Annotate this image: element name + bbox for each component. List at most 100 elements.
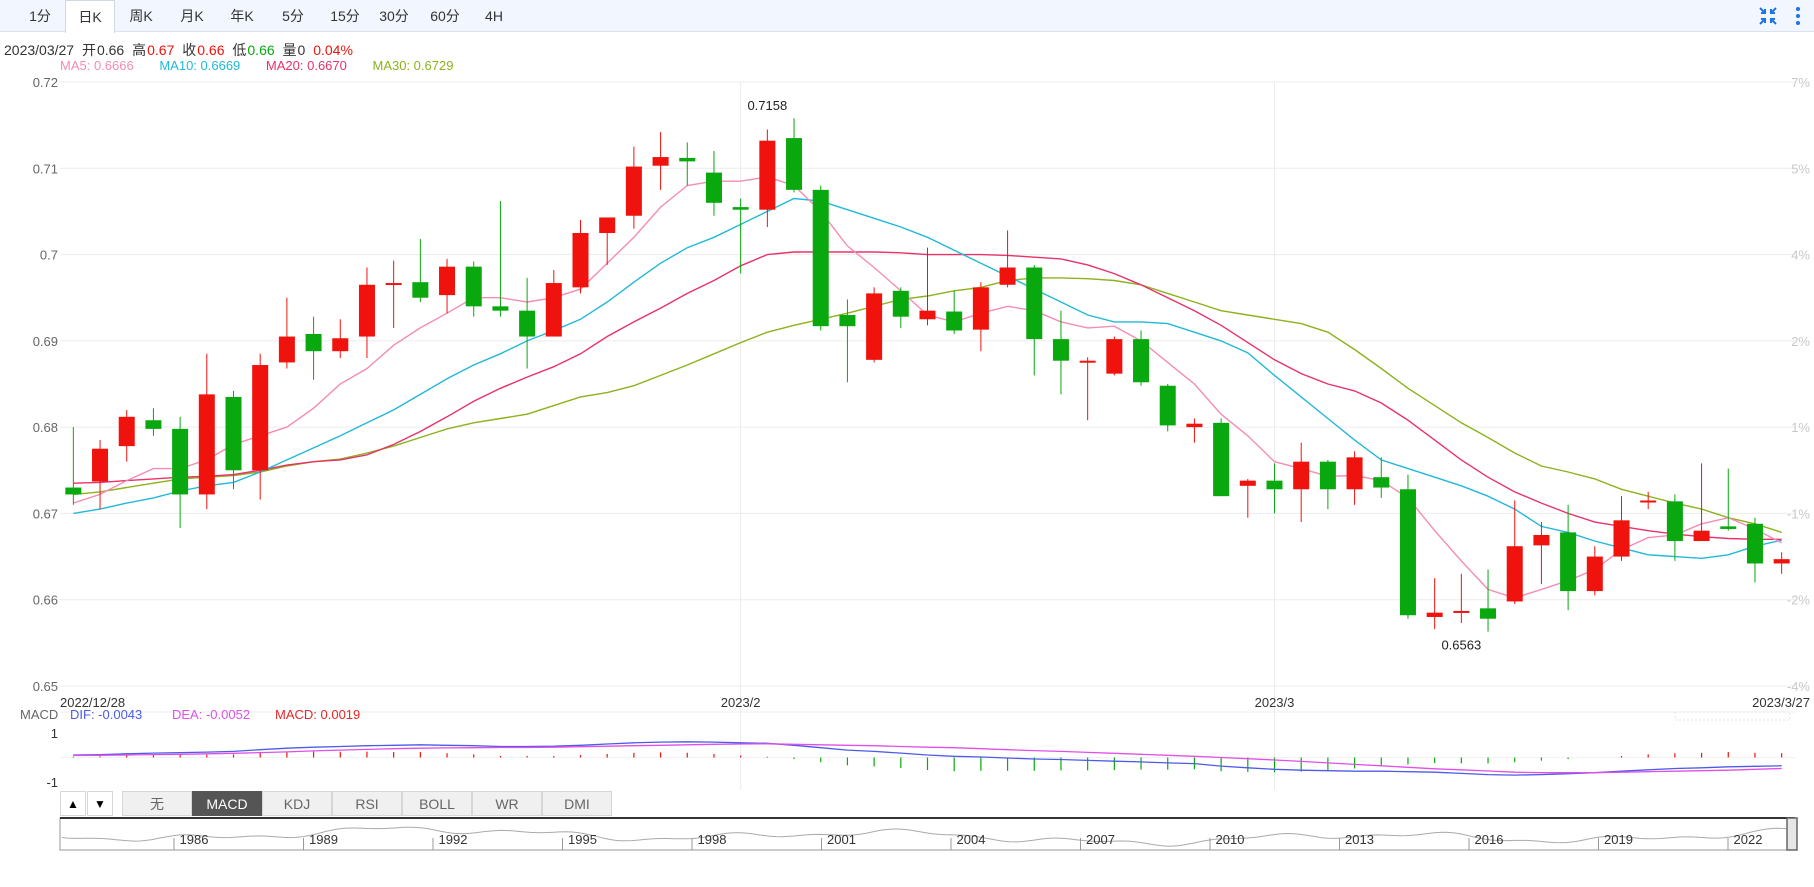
pct-tick-label: -1% [1787, 506, 1811, 521]
x-tick-label: 2023/2 [721, 695, 761, 710]
y-tick-label: 0.67 [33, 506, 58, 521]
candle-body [1026, 267, 1043, 340]
y-tick-label: 0.69 [33, 334, 58, 349]
ma5-line [73, 176, 1783, 599]
candle-body [65, 487, 82, 495]
candle-body [1533, 535, 1550, 546]
candle-body [1773, 559, 1790, 564]
candle-body [1293, 461, 1310, 490]
ma10-line [73, 197, 1782, 560]
candle-body [1586, 556, 1603, 592]
candle-body [439, 266, 456, 296]
candle-body [145, 420, 162, 429]
navigator-year-label: 1998 [698, 832, 727, 847]
macd-dif-label: DIF: -0.0043 [70, 707, 142, 722]
pct-tick-label: -2% [1787, 593, 1811, 608]
price-annotation: 0.7158 [747, 98, 787, 113]
candle-body [1079, 360, 1096, 363]
indicator-tab-macd[interactable]: MACD [192, 791, 262, 816]
candle-body [332, 338, 349, 352]
indicator-tab-rsi[interactable]: RSI [332, 791, 402, 816]
y-tick-label: 0.66 [33, 593, 58, 608]
candle-body [1052, 339, 1069, 361]
period-tab-3[interactable]: 月K [180, 8, 204, 24]
candle-body [919, 310, 936, 320]
navigator-year-label: 2022 [1734, 832, 1763, 847]
period-tab-1[interactable]: 日K [65, 0, 115, 33]
navigator-handle[interactable] [1786, 817, 1798, 851]
candle-body [1453, 610, 1470, 613]
candle-body [1213, 422, 1230, 497]
candle-body [866, 293, 883, 360]
y-tick-label: 0.71 [33, 161, 58, 176]
indicator-up-button[interactable]: ▲ [60, 791, 86, 816]
info-low: 0.66 [247, 42, 275, 58]
candle-body [118, 416, 135, 447]
info-low-label: 低 [232, 42, 247, 58]
candle-body [1373, 477, 1390, 488]
indicator-tab-kdj[interactable]: KDJ [262, 791, 332, 816]
candle-body [519, 310, 536, 337]
candle-body [412, 282, 429, 298]
period-tab-4[interactable]: 年K [230, 8, 254, 24]
period-tab-0[interactable]: 1分 [29, 8, 51, 24]
candle-body [92, 448, 109, 482]
navigator-line [61, 826, 1791, 847]
period-tab-7[interactable]: 30分 [379, 8, 409, 24]
candle-body [172, 428, 189, 495]
candle-body [1426, 612, 1443, 617]
candle-body [732, 207, 749, 210]
collapse-icon[interactable] [1756, 5, 1780, 27]
scroll-hint [1674, 711, 1791, 721]
dea-line [73, 743, 1782, 774]
navigator-year-label: 2019 [1604, 832, 1633, 847]
indicator-tab-dmi[interactable]: DMI [542, 791, 612, 816]
navigator-year-label: 1992 [439, 832, 468, 847]
candle-body [705, 172, 722, 203]
dif-line [73, 741, 1782, 776]
indicator-tab-wr[interactable]: WR [472, 791, 542, 816]
candle-body [892, 290, 909, 317]
y-tick-label: 0.65 [33, 679, 58, 694]
candle-body [599, 217, 616, 233]
y-tick-label: 0.7 [40, 248, 58, 263]
period-tab-2[interactable]: 周K [129, 8, 153, 24]
navigator-year-label: 1986 [180, 832, 209, 847]
candle-body [999, 267, 1016, 285]
candle-body [1319, 461, 1336, 490]
pct-tick-label: 7% [1791, 75, 1810, 90]
info-change: 0.04% [313, 42, 353, 58]
indicator-tab-boll[interactable]: BOLL [402, 791, 472, 816]
navigator-year-label: 2013 [1345, 832, 1374, 847]
candle-body [492, 306, 509, 311]
pct-tick-label: 2% [1791, 334, 1810, 349]
period-tab-8[interactable]: 60分 [430, 8, 460, 24]
candle-body [1106, 339, 1123, 374]
candle-body [225, 396, 242, 471]
candle-body [759, 140, 776, 210]
period-tab-5[interactable]: 5分 [282, 8, 304, 24]
candle-body [1399, 489, 1416, 616]
info-high: 0.67 [147, 42, 175, 58]
candle-body [358, 284, 375, 337]
candle-body [1159, 385, 1176, 426]
candle-body [1613, 520, 1630, 557]
candle-body [1133, 339, 1150, 383]
macd-y-tick: 1 [51, 726, 58, 741]
period-tab-6[interactable]: 15分 [330, 8, 360, 24]
ma20-label: MA20: 0.6670 [265, 58, 347, 73]
period-tab-9[interactable]: 4H [485, 8, 503, 24]
indicator-tab-无[interactable]: 无 [122, 791, 192, 816]
macd-y-tick: -1 [46, 775, 58, 790]
candle-body [1560, 532, 1577, 592]
candle-body [1640, 500, 1657, 503]
candle-body [679, 157, 696, 162]
info-date: 2023/03/27 [4, 42, 75, 58]
candle-body [1693, 530, 1710, 542]
indicator-down-button[interactable]: ▼ [87, 791, 113, 816]
more-vertical-icon[interactable] [1792, 5, 1804, 27]
navigator-frame [59, 817, 1796, 851]
navigator-year-label: 2010 [1216, 832, 1245, 847]
y-tick-label: 0.68 [33, 420, 58, 435]
